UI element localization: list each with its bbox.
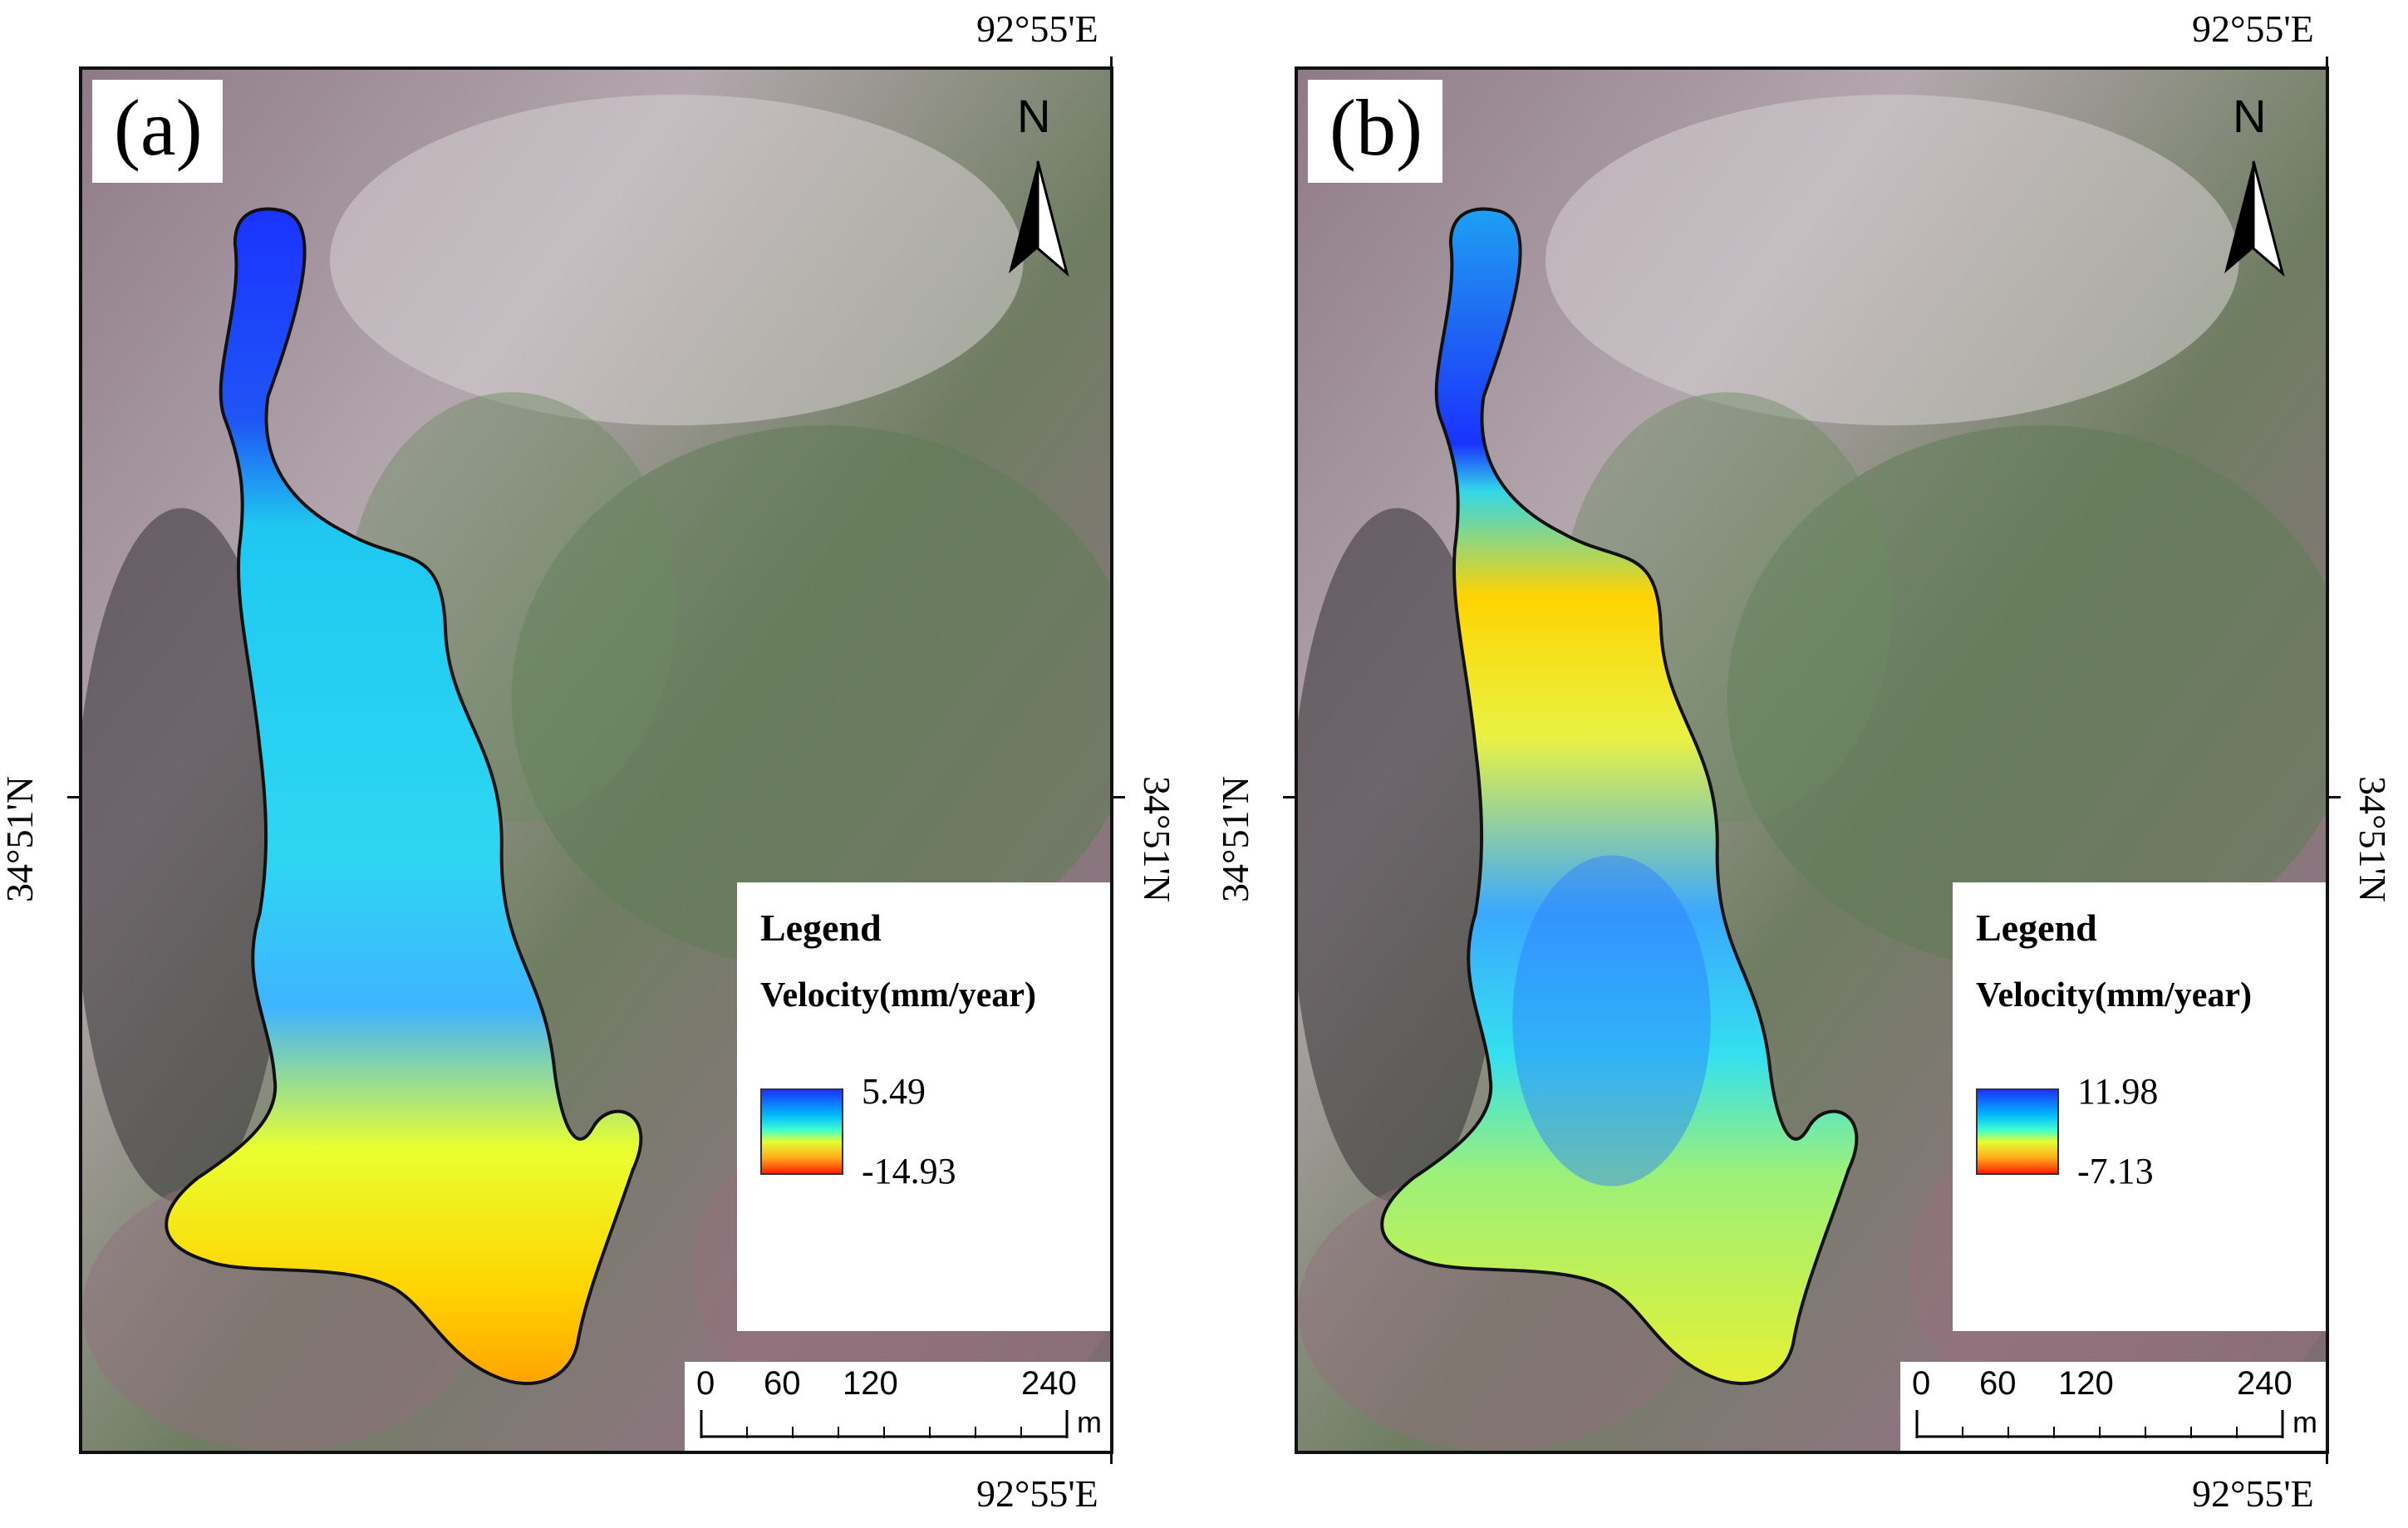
north-label: N xyxy=(1017,90,1050,142)
legend-color-ramp xyxy=(1976,1088,2059,1175)
frame-tick xyxy=(67,796,79,798)
frame-tick xyxy=(2329,796,2341,798)
legend-min-value: -14.93 xyxy=(862,1151,956,1191)
legend-title: Legend xyxy=(1976,906,2097,949)
frame-tick xyxy=(2326,57,2328,66)
scale-tick-label: 120 xyxy=(843,1365,898,1402)
scale-bar: 0 60 120 240 m xyxy=(1900,1362,2326,1451)
legend-max-value: 11.98 xyxy=(2077,1071,2159,1112)
scale-tick-label: 60 xyxy=(764,1365,801,1402)
north-arrow-icon: N xyxy=(1009,90,1069,278)
scale-ruler xyxy=(700,1410,1069,1438)
frame-tick xyxy=(1110,1454,1113,1464)
frame-tick xyxy=(1113,796,1125,798)
latitude-right-label: 34°51'N xyxy=(1136,776,1178,902)
longitude-bottom-label: 92°55'E xyxy=(2192,1472,2314,1515)
map-frame: (b) N Legend Velocity(mm/year) 11.98 -7.… xyxy=(1295,66,2329,1454)
legend: Legend Velocity(mm/year) 5.49 -14.93 xyxy=(737,882,1110,1331)
panel-a: 92°55'E 92°55'E 34°51'N 34°51'N xyxy=(0,7,1178,1515)
panel-label: (a) xyxy=(92,80,223,183)
scale-tick-label: 240 xyxy=(1021,1365,1077,1402)
scale-tick-label: 60 xyxy=(1979,1365,2017,1402)
frame-tick xyxy=(1283,796,1295,798)
legend-color-ramp xyxy=(760,1088,843,1175)
legend-title: Legend xyxy=(760,906,882,949)
scale-tick-label: 120 xyxy=(2058,1365,2114,1402)
legend: Legend Velocity(mm/year) 11.98 -7.13 xyxy=(1953,882,2326,1331)
scale-tick-label: 0 xyxy=(1912,1365,1931,1402)
legend-max-value: 5.49 xyxy=(862,1071,926,1112)
frame-tick xyxy=(1110,57,1113,66)
frame-tick xyxy=(2326,1454,2328,1464)
scale-ruler xyxy=(1915,1410,2284,1438)
panel-b: 92°55'E 92°55'E 34°51'N 34°51'N xyxy=(1214,0,2408,1528)
longitude-top-label: 92°55'E xyxy=(2192,7,2314,50)
longitude-bottom-label: 92°55'E xyxy=(976,1472,1098,1515)
legend-subtitle: Velocity(mm/year) xyxy=(1976,976,2252,1015)
legend-subtitle: Velocity(mm/year) xyxy=(760,976,1036,1015)
map-frame: (a) N Legend Velocity(mm/year) 5.49 -14.… xyxy=(79,66,1113,1454)
north-label: N xyxy=(2233,90,2266,142)
scale-unit: m xyxy=(1077,1405,1102,1439)
legend-min-value: -7.13 xyxy=(2077,1151,2154,1191)
scale-tick-label: 240 xyxy=(2237,1365,2293,1402)
longitude-top-label: 92°55'E xyxy=(976,7,1098,50)
scale-tick-label: 0 xyxy=(696,1365,715,1402)
latitude-right-label: 34°51'N xyxy=(2351,776,2394,902)
north-arrow-icon: N xyxy=(2224,90,2285,278)
panel-label: (b) xyxy=(1308,80,1442,183)
scale-bar: 0 60 120 240 m xyxy=(685,1362,1110,1451)
latitude-left-label: 34°51'N xyxy=(0,776,41,902)
latitude-left-label: 34°51'N xyxy=(1214,776,1256,902)
scale-unit: m xyxy=(2293,1405,2317,1439)
